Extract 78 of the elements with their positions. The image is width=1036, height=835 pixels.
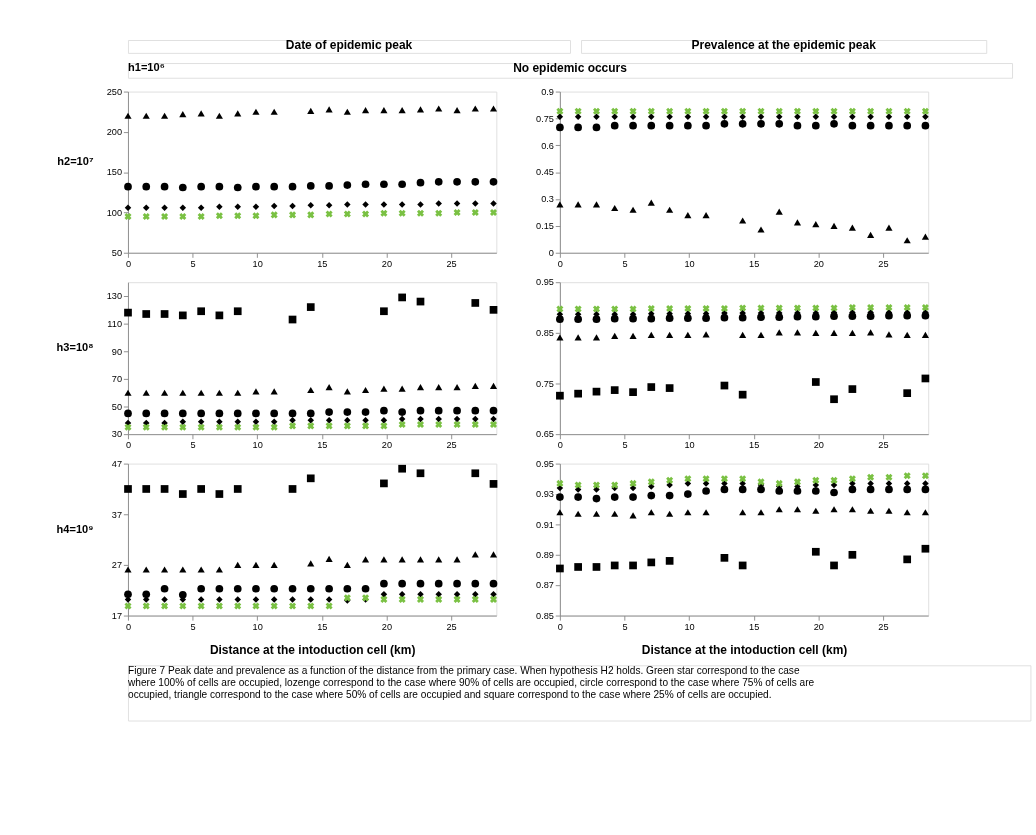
x-tick-label: 5 [622,440,628,451]
x-tick-label: 25 [878,259,889,270]
x-tick-label: 25 [446,440,457,451]
x-tick-label: 10 [252,259,263,270]
y-tick-label: 0.65 [536,429,554,440]
x-tick-label: 15 [749,259,760,270]
x-tick-label: 0 [557,259,563,270]
y-tick-label: 0.87 [536,580,554,591]
x-tick-label: 25 [446,259,457,270]
x-tick-label: 10 [684,259,695,270]
caption: Figure 7 Peak date and prevalence as a function of the distance from the primary case. When hypothesis H2 holds. Green star correspond to the case where 100% of cells are occupied, lozenge correspond to the case where 90% of cells are occupied, circle correspond to the case where 75% of cells are occupied, triangle correspond to the case where 50% of cells are occupied and square correspond to the case where 25% of cells are occupied. [127,664,815,700]
x-tick-label: 5 [622,259,628,270]
y-tick-label: 50 [111,247,123,258]
x-tick-label: 15 [749,621,760,632]
chart-title: Prevalence at the epidemic peak [691,38,877,53]
x-tick-label: 20 [381,621,393,632]
y-tick-label: 0.3 [541,194,554,205]
y-tick-label: 130 [106,291,123,302]
y-tick-label: 17 [111,610,123,621]
y-tick-label: 0.75 [536,378,554,389]
x-tick-label: 10 [684,621,695,632]
text: h1=10⁶ [128,61,165,74]
x-tick-label: 5 [622,621,628,632]
y-tick-label: 0.95 [536,458,554,469]
y-tick-label: 70 [111,374,123,385]
y-tick-label: 27 [111,560,123,571]
x-tick-label: 0 [557,621,563,632]
y-tick-label: 90 [111,346,123,357]
y-tick-label: 0.85 [536,328,554,339]
x-tick-label: 10 [252,621,263,632]
x-axis-title: Distance at the intoduction cell (km) [641,642,848,657]
x-tick-label: 15 [749,440,760,451]
y-tick-label: 0.6 [541,140,554,151]
y-axis-title: h3=10⁸ [56,341,94,354]
y-tick-label: 30 [111,429,123,440]
x-tick-label: 20 [381,259,393,270]
y-tick-label: 0.75 [536,113,554,124]
x-axis-title: Distance at the intoduction cell (km) [209,642,416,657]
x-tick-label: 0 [125,440,132,451]
chart-title: Date of epidemic peak [285,38,413,53]
y-tick-label: 47 [111,458,123,469]
y-tick-label: 0.45 [536,167,554,178]
x-tick-label: 5 [190,621,196,632]
x-tick-label: 15 [317,621,328,632]
x-tick-label: 20 [813,440,824,451]
x-tick-label: 20 [381,440,393,451]
x-tick-label: 25 [446,621,457,632]
y-tick-label: 200 [106,127,123,138]
y-tick-label: 0.85 [536,610,554,621]
y-tick-label: 0.9 [541,86,554,97]
x-tick-label: 5 [190,259,196,270]
x-tick-label: 0 [125,259,132,270]
y-tick-label: 37 [111,509,123,520]
y-tick-label: 0.91 [536,519,554,530]
y-tick-label: 50 [111,401,123,412]
x-tick-label: 10 [252,440,263,451]
x-tick-label: 5 [190,440,196,451]
x-tick-label: 20 [813,621,824,632]
y-tick-label: 150 [106,167,123,178]
y-axis-title: h4=10⁹ [56,522,94,535]
y-tick-label: 100 [106,207,123,218]
x-tick-label: 10 [684,440,695,451]
x-tick-label: 15 [317,440,328,451]
y-tick-label: 0.89 [536,550,554,561]
x-tick-label: 25 [878,440,889,451]
text: No epidemic occurs [513,61,628,76]
x-tick-label: 25 [878,621,889,632]
y-tick-label: 0.93 [536,489,554,500]
x-tick-label: 0 [125,621,132,632]
x-tick-label: 0 [557,440,563,451]
y-axis-title: h2=10⁷ [57,155,94,168]
y-tick-label: 110 [107,318,123,329]
x-tick-label: 15 [317,259,328,270]
y-tick-label: 0 [548,247,554,258]
y-tick-label: 0.95 [536,277,554,288]
y-tick-label: 250 [106,86,123,97]
y-tick-label: 0.15 [536,221,554,232]
x-tick-label: 20 [813,259,824,270]
